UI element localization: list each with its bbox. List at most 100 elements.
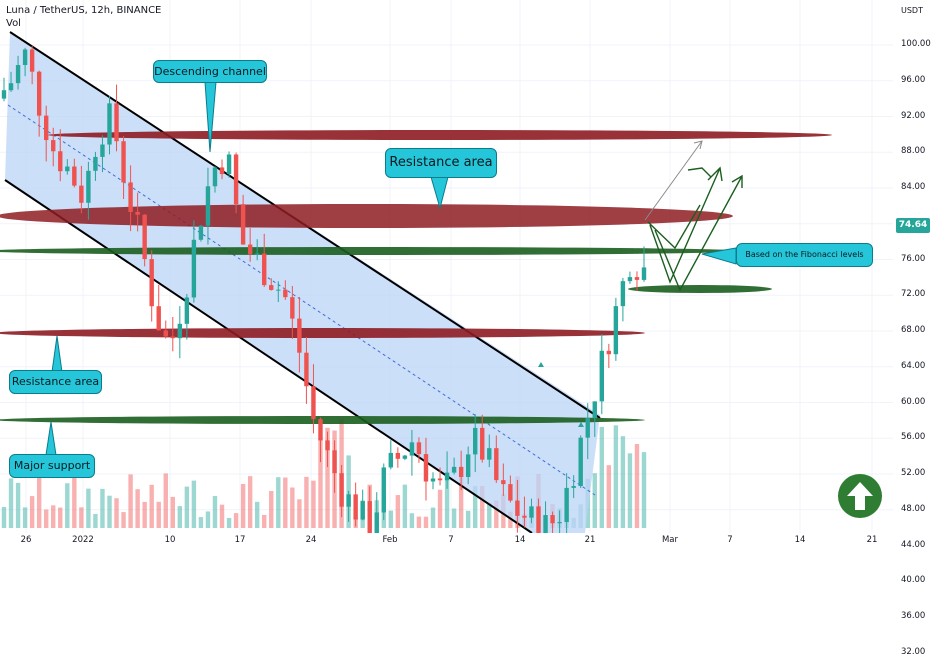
volume-bar	[451, 508, 457, 528]
volume-bar	[43, 509, 49, 528]
candle-body	[494, 448, 499, 481]
price-axis[interactable]: USDT 100.0096.0092.0088.0084.0080.0076.0…	[893, 0, 932, 657]
volume-bar	[620, 436, 626, 528]
candle-body	[22, 49, 28, 66]
candles	[1, 45, 647, 533]
candle-body	[557, 522, 562, 524]
price-tick: 36.00	[901, 611, 926, 621]
candle-body	[409, 442, 415, 456]
candle-body	[93, 156, 98, 171]
candle-body	[620, 281, 626, 307]
candle-body	[262, 253, 267, 286]
callout-resistance-area-left: Resistance area	[9, 370, 102, 394]
candle-body	[72, 166, 77, 186]
callout-descending-channel: Descending channel	[153, 60, 267, 83]
volume-bar	[65, 483, 70, 528]
candle-body	[416, 442, 422, 455]
volume-bar	[1, 507, 7, 528]
volume-bar	[128, 474, 133, 528]
candle-body	[114, 103, 119, 142]
time-tick: 17	[234, 535, 246, 545]
candle-body	[522, 515, 527, 518]
volume-bar	[121, 512, 126, 528]
volume-bar	[297, 499, 302, 528]
volume-bar	[163, 473, 168, 528]
volume-bar	[247, 476, 253, 528]
candle-body	[458, 466, 464, 477]
time-tick: 10	[164, 535, 176, 545]
candle-body	[508, 484, 513, 501]
volume-bar	[254, 501, 260, 528]
candle-body	[290, 297, 295, 319]
currency-label: USDT	[901, 6, 923, 15]
volume-bar	[100, 488, 105, 528]
time-tick: 26	[20, 535, 32, 545]
volume-bar	[634, 444, 640, 528]
candle-body	[51, 140, 56, 152]
candle-body	[79, 185, 84, 203]
candle-body	[318, 419, 323, 441]
volume-bar	[318, 438, 323, 528]
price-tick: 44.00	[901, 539, 926, 550]
candle-body	[480, 427, 485, 460]
time-tick: 24	[305, 535, 317, 545]
candle-body	[543, 515, 548, 533]
price-tick: 64.00	[901, 360, 926, 371]
candle-body	[212, 167, 218, 187]
volume-bar	[276, 477, 281, 528]
volume-bar	[494, 500, 499, 528]
resistance-zone-59	[0, 328, 645, 338]
time-tick: Mar	[661, 535, 679, 545]
candle-body	[395, 452, 401, 459]
price-chart[interactable]	[0, 0, 893, 533]
volume-bar	[226, 517, 232, 528]
candle-body	[170, 336, 175, 339]
support-zone-65	[628, 285, 772, 293]
volume-bar	[325, 427, 330, 528]
candle-body	[536, 506, 541, 533]
candle-body	[606, 350, 612, 355]
candle-body	[487, 448, 492, 460]
price-tick: 88.00	[901, 146, 926, 157]
volume-bar	[58, 507, 63, 528]
candle-body	[184, 297, 190, 324]
candle-body	[36, 71, 42, 116]
price-tick: 84.00	[901, 182, 926, 192]
chart-header: Luna / TetherUS, 12h, BINANCE Vol	[6, 4, 161, 30]
up-arrow-icon[interactable]	[838, 474, 882, 518]
candle-body	[233, 154, 239, 205]
volume-bar	[444, 475, 450, 528]
price-tick: 48.00	[901, 503, 926, 514]
time-tick: 21	[866, 535, 878, 545]
volume-bar	[22, 507, 28, 528]
volume-bar	[416, 516, 422, 528]
time-tick: 21	[584, 535, 596, 545]
volume-bar	[627, 453, 633, 528]
candle-body	[634, 277, 640, 280]
candle-body	[515, 500, 520, 516]
projection-arrows	[538, 140, 743, 427]
time-tick: 2022	[72, 535, 94, 545]
volume-bar	[395, 495, 401, 528]
volume-bar	[613, 425, 619, 528]
volume-bar	[487, 502, 492, 528]
candle-body	[451, 466, 457, 473]
price-tick: 56.00	[901, 432, 926, 443]
candle-body	[15, 65, 21, 84]
candle-body	[423, 454, 429, 482]
volume-bar	[191, 480, 197, 528]
price-tick: 96.00	[901, 74, 926, 85]
price-tick: 32.00	[901, 646, 926, 657]
volume-bar	[184, 486, 190, 528]
volume-bar	[458, 474, 464, 528]
price-tick: 40.00	[901, 575, 926, 586]
support-zone-71	[0, 247, 745, 255]
volume-bar	[473, 486, 478, 528]
volume-bar	[8, 478, 14, 528]
candle-body	[501, 480, 506, 485]
candle-body	[65, 166, 70, 172]
candle-body	[177, 323, 183, 339]
volume-bar	[388, 510, 394, 528]
time-axis[interactable]: 26 2022 10 17 24 Feb 7 14 21 Mar 7 14 21	[0, 533, 893, 550]
resistance-zone-75	[0, 204, 733, 228]
